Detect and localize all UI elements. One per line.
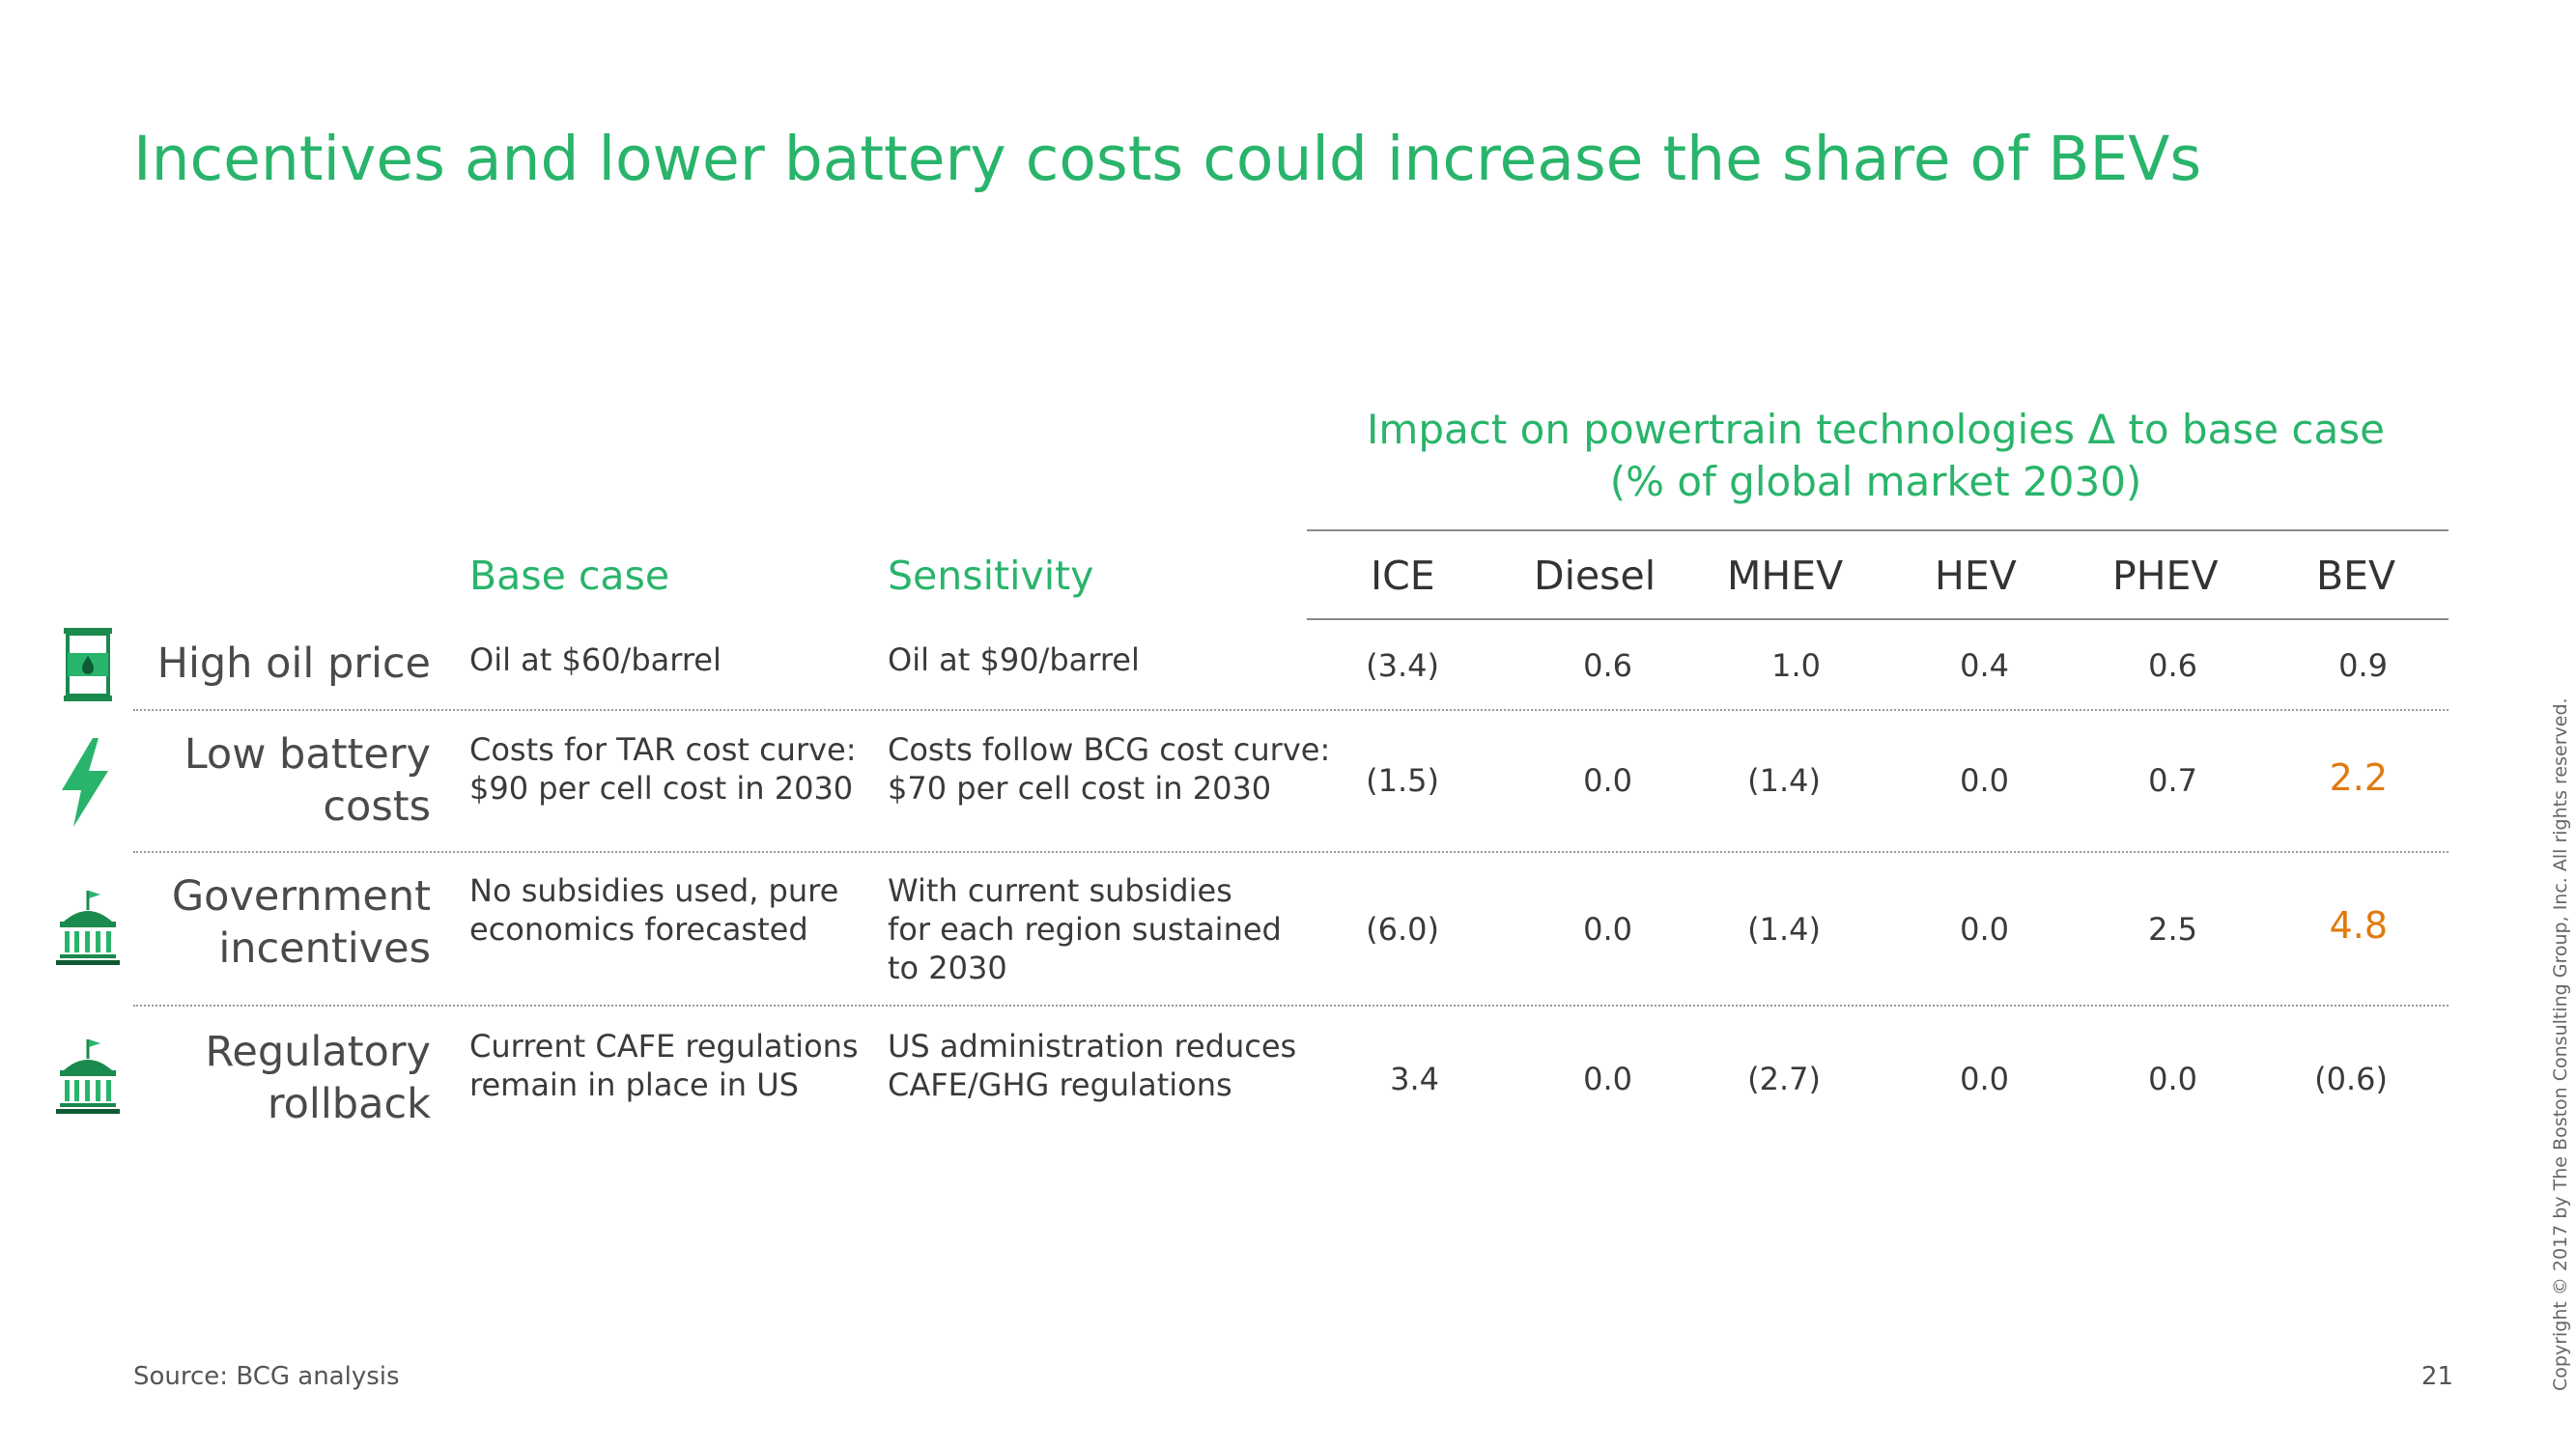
- column-header-phev: PHEV: [2112, 553, 2219, 599]
- row-label-government-incentives: Government incentives: [171, 872, 431, 973]
- column-header-mhev: MHEV: [1727, 553, 1844, 599]
- value-mhev: (1.4): [1747, 911, 1821, 948]
- value-mhev: (2.7): [1747, 1061, 1821, 1097]
- row-label-low-battery-costs: Low battery costs: [184, 730, 431, 831]
- impact-header-rule: [1307, 529, 2449, 531]
- value-phev: 0.6: [2148, 647, 2197, 684]
- value-bev-highlighted: 2.2: [2329, 756, 2388, 799]
- impact-header-line2: (% of global market 2030): [1609, 458, 2142, 505]
- column-header-hev: HEV: [1935, 553, 2017, 599]
- sensitivity-cell: With current subsidies for each region s…: [888, 872, 1282, 986]
- value-mhev: 1.0: [1771, 647, 1821, 684]
- base-case-cell: Current CAFE regulations remain in place…: [469, 1028, 859, 1103]
- impact-header: Impact on powertrain technologies Δ to b…: [1306, 404, 2446, 508]
- value-mhev: (1.4): [1747, 762, 1821, 799]
- source-note: Source: BCG analysis: [133, 1362, 400, 1391]
- sensitivity-cell: Costs follow BCG cost curve: $70 per cel…: [888, 731, 1331, 807]
- value-hev: 0.0: [1960, 762, 2009, 799]
- value-diesel: 0.6: [1583, 647, 1632, 684]
- column-header-diesel: Diesel: [1534, 553, 1656, 599]
- value-ice: 3.4: [1390, 1061, 1439, 1097]
- page-title: Incentives and lower battery costs could…: [133, 124, 2202, 194]
- base-case-cell: Oil at $60/barrel: [469, 641, 722, 678]
- value-phev: 0.7: [2148, 762, 2197, 799]
- column-header-sensitivity: Sensitivity: [888, 553, 1094, 599]
- base-case-cell: No subsidies used, pure economics foreca…: [469, 872, 839, 948]
- column-header-base-case: Base case: [469, 553, 670, 599]
- value-ice: (3.4): [1366, 647, 1439, 684]
- page-number: 21: [2420, 1362, 2453, 1391]
- sensitivity-cell: US administration reduces CAFE/GHG regul…: [888, 1028, 1297, 1103]
- copyright-notice: Copyright © 2017 by The Boston Consultin…: [2550, 697, 2571, 1391]
- value-diesel: 0.0: [1583, 762, 1632, 799]
- row-divider: [133, 1005, 2449, 1007]
- value-bev: 0.9: [2338, 647, 2388, 684]
- value-phev: 2.5: [2148, 911, 2197, 948]
- value-diesel: 0.0: [1583, 911, 1632, 948]
- value-diesel: 0.0: [1583, 1061, 1632, 1097]
- lightning-bolt-icon: [56, 736, 114, 833]
- oil-barrel-icon: [62, 626, 114, 707]
- value-hev: 0.0: [1960, 911, 2009, 948]
- row-divider: [133, 851, 2449, 853]
- column-header-ice: ICE: [1371, 553, 1435, 599]
- value-hev: 0.0: [1960, 1061, 2009, 1097]
- value-bev: (0.6): [2314, 1061, 2388, 1097]
- column-header-rule: [1307, 618, 2449, 620]
- government-building-icon: [54, 1037, 122, 1119]
- value-hev: 0.4: [1960, 647, 2009, 684]
- value-phev: 0.0: [2148, 1061, 2197, 1097]
- base-case-cell: Costs for TAR cost curve: $90 per cell c…: [469, 731, 857, 807]
- government-building-icon: [54, 889, 122, 970]
- value-bev-highlighted: 4.8: [2329, 904, 2388, 947]
- value-ice: (6.0): [1366, 911, 1439, 948]
- impact-header-line1: Impact on powertrain technologies Δ to b…: [1367, 406, 2385, 453]
- sensitivity-cell: Oil at $90/barrel: [888, 641, 1140, 678]
- column-header-bev: BEV: [2316, 553, 2396, 599]
- row-label-regulatory-rollback: Regulatory rollback: [205, 1028, 431, 1128]
- row-label-high-oil-price: High oil price: [156, 639, 431, 688]
- value-ice: (1.5): [1366, 762, 1439, 799]
- row-divider: [133, 709, 2449, 711]
